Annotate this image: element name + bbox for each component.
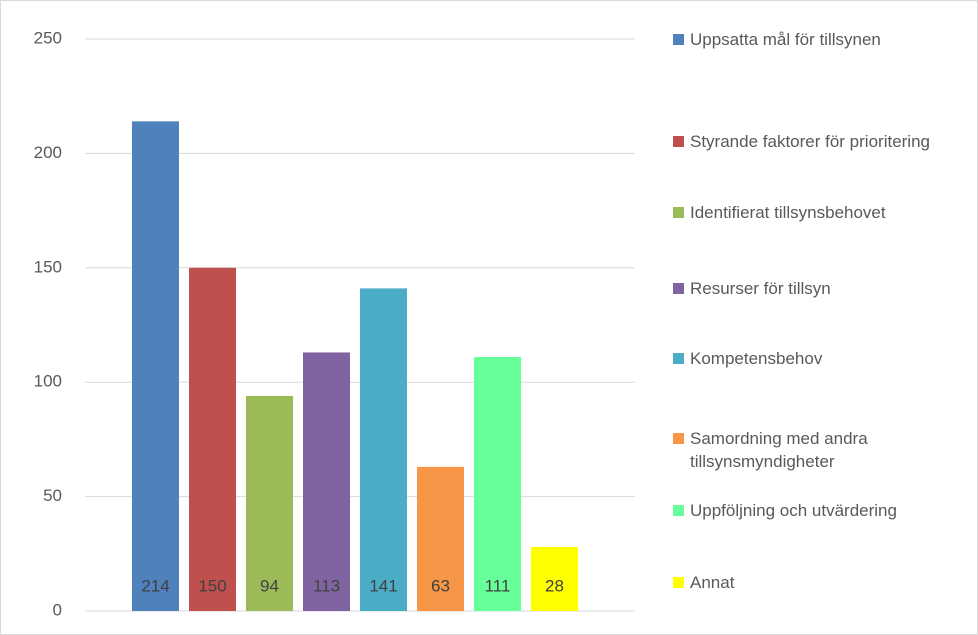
data-label: 214 (141, 576, 169, 595)
legend-item: Uppsatta mål för tillsynen (673, 28, 963, 51)
legend-label: Uppsatta mål för tillsynen (690, 30, 881, 49)
legend-swatch (673, 207, 684, 218)
legend-label: Samordning med andra tillsynsmyndigheter (690, 429, 868, 471)
legend-item: Samordning med andra tillsynsmyndigheter (673, 427, 963, 473)
y-tick-label: 0 (53, 600, 62, 619)
bar (531, 546, 578, 611)
legend-item: Kompetensbehov (673, 347, 963, 370)
data-label: 63 (431, 576, 450, 595)
bar (303, 352, 350, 611)
bar (189, 267, 236, 611)
legend-item: Styrande faktorer för prioritering (673, 130, 963, 153)
legend-label: Uppföljning och utvärdering (690, 501, 897, 520)
data-label: 111 (485, 576, 511, 595)
legend-item: Uppföljning och utvärdering (673, 499, 963, 522)
legend-swatch (673, 353, 684, 364)
y-tick-label: 200 (34, 143, 62, 162)
bar (246, 395, 293, 611)
legend-item: Annat (673, 571, 963, 594)
legend-swatch (673, 577, 684, 588)
bar (132, 121, 179, 612)
bar (360, 288, 407, 611)
y-tick-label: 50 (43, 486, 62, 505)
y-tick-label: 250 (34, 28, 62, 47)
bar (417, 466, 464, 611)
legend-swatch (673, 136, 684, 147)
data-label: 94 (260, 576, 279, 595)
legend-label: Annat (690, 573, 735, 592)
legend-item: Resurser för tillsyn (673, 277, 963, 300)
legend-swatch (673, 505, 684, 516)
legend-label: Identifierat tillsynsbehovet (690, 203, 886, 222)
data-label: 141 (369, 576, 397, 595)
legend-item: Identifierat tillsynsbehovet (673, 201, 963, 224)
bar (474, 357, 521, 611)
legend-swatch (673, 34, 684, 45)
legend-label: Styrande faktorer för prioritering (690, 132, 930, 151)
legend-label: Kompetensbehov (690, 349, 823, 368)
legend-swatch (673, 433, 684, 444)
data-label: 113 (313, 576, 340, 595)
y-tick-label: 150 (34, 257, 62, 276)
legend-swatch (673, 283, 684, 294)
legend-label: Resurser för tillsyn (690, 279, 831, 298)
data-label: 28 (545, 576, 564, 595)
data-label: 150 (198, 576, 226, 595)
y-tick-label: 100 (34, 372, 62, 391)
